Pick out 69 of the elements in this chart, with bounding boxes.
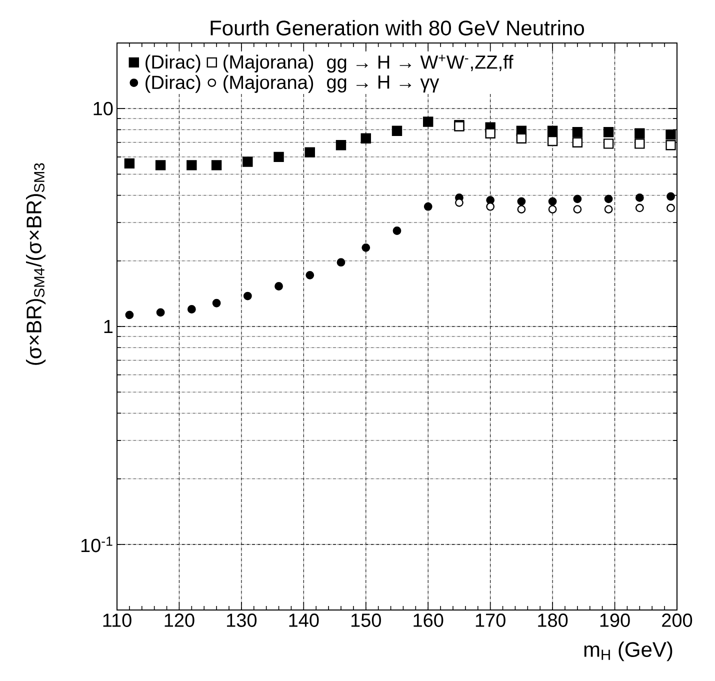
point <box>424 202 432 211</box>
point <box>212 298 221 308</box>
x-tick-label: 200 <box>662 614 692 627</box>
point <box>547 136 558 146</box>
y-tick-label: 10 <box>94 102 113 116</box>
point <box>572 127 583 138</box>
point <box>156 308 165 317</box>
y-axis-title: (σ×BR)$_{SM4}$/(σ×BR)$_{SM3}$ <box>26 163 46 365</box>
point <box>635 194 644 202</box>
legend-label: (Majorana) <box>224 54 314 72</box>
x-tick-label: 150 <box>351 614 381 627</box>
x-tick-label: 180 <box>538 614 568 627</box>
point <box>603 138 614 149</box>
point <box>125 310 134 320</box>
point <box>274 152 284 162</box>
point <box>603 127 614 138</box>
point <box>604 194 613 204</box>
point <box>306 270 314 280</box>
point <box>360 133 371 144</box>
point <box>392 126 402 136</box>
chart-title: Fourth Generation with 80 GeV Neutrino <box>210 20 584 36</box>
point <box>124 158 135 169</box>
x-tick-label: 140 <box>289 614 319 627</box>
point <box>517 205 526 214</box>
point <box>243 292 252 300</box>
point <box>548 205 557 214</box>
point <box>516 133 527 144</box>
point <box>485 128 496 138</box>
point <box>634 128 645 138</box>
x-tick-label: 130 <box>227 614 257 627</box>
x-axis-title: m$_{H}$ (GeV) <box>584 642 672 662</box>
point <box>635 204 644 212</box>
point <box>392 226 402 235</box>
point <box>362 243 370 252</box>
x-tick-label: 120 <box>164 614 194 627</box>
point <box>486 202 495 211</box>
point <box>548 197 557 206</box>
annotation: gg → H → W$^{+}$W$^{-}$,ZZ,ff <box>327 54 514 73</box>
point <box>573 194 582 204</box>
point <box>336 140 346 150</box>
point <box>517 197 526 206</box>
legend-label: (Dirac) <box>146 54 200 72</box>
point <box>573 205 582 214</box>
x-tick-label: 170 <box>476 614 506 627</box>
point <box>211 160 222 170</box>
point <box>666 192 675 201</box>
point <box>187 305 196 314</box>
point <box>604 205 613 214</box>
point <box>336 258 346 267</box>
point <box>666 204 675 212</box>
point <box>634 138 645 149</box>
legend-label: (Majorana) <box>224 75 314 93</box>
point <box>423 116 434 127</box>
point <box>572 137 583 148</box>
point <box>666 129 676 140</box>
point <box>304 147 315 158</box>
point <box>186 160 197 170</box>
x-tick-label: 110 <box>103 614 132 627</box>
point <box>274 282 283 290</box>
point <box>666 140 676 150</box>
annotation: gg → H → γγ <box>327 76 440 92</box>
y-tick-label: 10$^{-1}$ <box>81 536 112 552</box>
legend-label: (Dirac) <box>146 75 200 93</box>
x-tick-label: 160 <box>414 614 444 627</box>
point <box>547 126 558 136</box>
point <box>242 156 253 167</box>
x-tick-label: 190 <box>600 614 630 627</box>
y-tick-label: 1 <box>104 320 113 334</box>
point <box>155 160 166 170</box>
